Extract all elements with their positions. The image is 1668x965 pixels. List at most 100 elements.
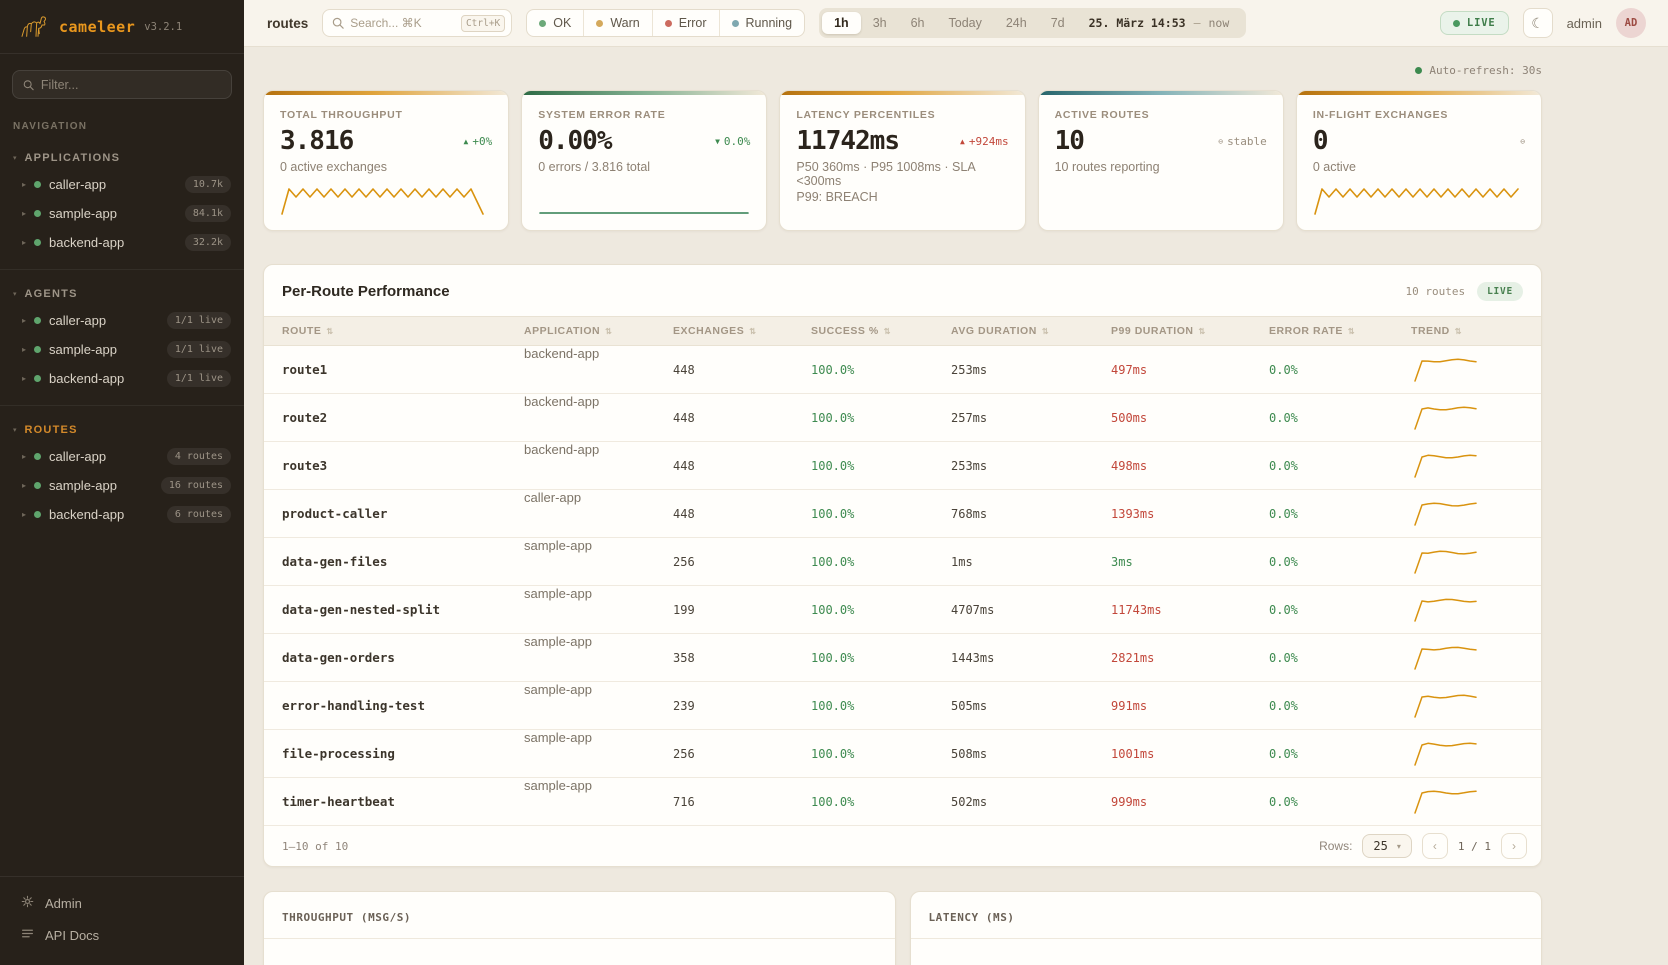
column-header-trend[interactable]: TREND⇅	[1411, 325, 1541, 337]
table-row-product-caller[interactable]: product-callercaller-app448100.0%768ms13…	[264, 490, 1541, 538]
sidebar-item-agents-sample-app[interactable]: ▸sample-app1/1 live	[0, 335, 244, 364]
table-row-data-gen-files[interactable]: data-gen-filessample-app256100.0%1ms3ms0…	[264, 538, 1541, 586]
sidebar-footer-label: API Docs	[45, 928, 99, 943]
column-header-success[interactable]: SUCCESS %⇅	[811, 325, 951, 337]
kpi-subtitle: P50 360ms · P95 1008ms · SLA <300ms	[796, 160, 1008, 188]
kpi-delta-text: +0%	[472, 135, 492, 148]
time-range-3h[interactable]: 3h	[861, 12, 899, 34]
time-range-6h[interactable]: 6h	[899, 12, 937, 34]
status-dot-icon	[34, 210, 41, 217]
sidebar-item-admin[interactable]: Admin	[0, 887, 244, 919]
cell-p99-duration: 991ms	[1111, 699, 1269, 713]
cell-avg-duration: 768ms	[951, 507, 1111, 521]
cell-success: 100.0%	[811, 555, 951, 569]
sidebar-item-label: backend-app	[49, 235, 177, 250]
cell-p99-duration: 500ms	[1111, 411, 1269, 425]
cell-application: sample-app	[524, 730, 673, 777]
status-filter-error[interactable]: Error	[653, 10, 720, 36]
card-accent-bar	[1039, 91, 1283, 95]
cell-application: caller-app	[524, 490, 673, 537]
cell-p99-duration: 498ms	[1111, 459, 1269, 473]
chevron-right-icon: ▸	[22, 481, 26, 490]
table-row-file-processing[interactable]: file-processingsample-app256100.0%508ms1…	[264, 730, 1541, 778]
delta-stable-icon: ⊖	[1520, 137, 1525, 146]
time-range-today[interactable]: Today	[937, 12, 994, 34]
status-dot-icon	[732, 20, 739, 27]
status-dot-icon	[665, 20, 672, 27]
table-row-data-gen-nested-split[interactable]: data-gen-nested-splitsample-app199100.0%…	[264, 586, 1541, 634]
content: Auto-refresh: 30s TOTAL THROUGHPUT3.816▲…	[244, 47, 1668, 965]
status-filter-warn[interactable]: Warn	[584, 10, 652, 36]
live-toggle[interactable]: LIVE	[1440, 11, 1509, 35]
sidebar-item-agents-backend-app[interactable]: ▸backend-app1/1 live	[0, 364, 244, 393]
sidebar-section-applications: ▾APPLICATIONS▸caller-app10.7k▸sample-app…	[0, 146, 244, 270]
main-area: routes Ctrl+K OKWarnErrorRunning 1h3h6hT…	[244, 0, 1668, 965]
status-dot-icon	[34, 346, 41, 353]
prev-page-button[interactable]: ‹	[1422, 833, 1448, 859]
kpi-title: TOTAL THROUGHPUT	[280, 109, 492, 121]
kpi-value: 0	[1313, 126, 1328, 156]
table-row-data-gen-orders[interactable]: data-gen-orderssample-app358100.0%1443ms…	[264, 634, 1541, 682]
sidebar-item-applications-sample-app[interactable]: ▸sample-app84.1k	[0, 199, 244, 228]
column-header-route[interactable]: ROUTE⇅	[282, 325, 524, 337]
kpi-subtitle: 10 routes reporting	[1055, 160, 1267, 174]
search-input[interactable]	[350, 16, 455, 30]
trend-sparkline-icon	[1411, 691, 1487, 721]
cell-error-rate: 0.0%	[1269, 795, 1411, 809]
cell-route: product-caller	[282, 506, 524, 521]
table-row-error-handling-test[interactable]: error-handling-testsample-app239100.0%50…	[264, 682, 1541, 730]
avatar[interactable]: AD	[1616, 8, 1646, 38]
auto-refresh-dot-icon	[1415, 67, 1422, 74]
sidebar-item-applications-backend-app[interactable]: ▸backend-app32.2k	[0, 228, 244, 257]
sidebar-item-label: caller-app	[49, 449, 159, 464]
column-header-error-rate[interactable]: ERROR RATE⇅	[1269, 325, 1411, 337]
chevron-right-icon: ▸	[22, 316, 26, 325]
column-header-application[interactable]: APPLICATION⇅	[524, 325, 673, 337]
status-filter-running[interactable]: Running	[720, 10, 805, 36]
table-row-timer-heartbeat[interactable]: timer-heartbeatsample-app716100.0%502ms9…	[264, 778, 1541, 826]
kpi-subtitle-2: P99: BREACH	[796, 190, 1008, 204]
table-row-route2[interactable]: route2backend-app448100.0%257ms500ms0.0%	[264, 394, 1541, 442]
column-header-exchanges[interactable]: EXCHANGES⇅	[673, 325, 811, 337]
date-range-to: now	[1209, 16, 1230, 30]
sidebar-section-header-routes[interactable]: ▾ROUTES	[0, 418, 244, 442]
table-row-route1[interactable]: route1backend-app448100.0%253ms497ms0.0%	[264, 346, 1541, 394]
theme-toggle-moon-icon[interactable]: ☾	[1523, 8, 1553, 38]
table-row-route3[interactable]: route3backend-app448100.0%253ms498ms0.0%	[264, 442, 1541, 490]
sidebar-filter[interactable]	[12, 70, 232, 99]
sort-icon: ⇅	[1042, 327, 1049, 336]
cell-route: data-gen-files	[282, 554, 524, 569]
column-header-avg-duration[interactable]: AVG DURATION ⇅	[951, 325, 1111, 337]
sidebar-item-routes-caller-app[interactable]: ▸caller-app4 routes	[0, 442, 244, 471]
status-filter-label: Running	[746, 16, 793, 30]
sidebar-item-api-docs[interactable]: API Docs	[0, 919, 244, 951]
chart-title: THROUGHPUT (MSG/S)	[264, 892, 895, 939]
filter-input[interactable]	[41, 78, 221, 92]
sidebar-item-applications-caller-app[interactable]: ▸caller-app10.7k	[0, 170, 244, 199]
sidebar-item-agents-caller-app[interactable]: ▸caller-app1/1 live	[0, 306, 244, 335]
cell-p99-duration: 3ms	[1111, 555, 1269, 569]
section-label: ROUTES	[25, 424, 78, 436]
kpi-value: 10	[1055, 126, 1084, 156]
sidebar-section-header-agents[interactable]: ▾AGENTS	[0, 282, 244, 306]
time-range-24h[interactable]: 24h	[994, 12, 1039, 34]
cell-exchanges: 256	[673, 555, 811, 569]
rows-per-page-select[interactable]: 25 ▾	[1362, 834, 1411, 858]
time-range-1h[interactable]: 1h	[822, 12, 861, 34]
next-page-button[interactable]: ›	[1501, 833, 1527, 859]
sidebar-item-routes-sample-app[interactable]: ▸sample-app16 routes	[0, 471, 244, 500]
sidebar-item-routes-backend-app[interactable]: ▸backend-app6 routes	[0, 500, 244, 529]
time-range-7d[interactable]: 7d	[1039, 12, 1077, 34]
sidebar-section-header-applications[interactable]: ▾APPLICATIONS	[0, 146, 244, 170]
trend-sparkline-icon	[1411, 355, 1487, 385]
search-box[interactable]: Ctrl+K	[322, 9, 512, 37]
cell-exchanges: 199	[673, 603, 811, 617]
kpi-title: LATENCY PERCENTILES	[796, 109, 1008, 121]
status-filter-ok[interactable]: OK	[527, 10, 584, 36]
column-label: AVG DURATION	[951, 325, 1037, 337]
kpi-value: 3.816	[280, 126, 353, 156]
column-header-p99-duration[interactable]: P99 DURATION⇅	[1111, 325, 1269, 337]
delta-up-icon: ▲	[464, 137, 469, 146]
trend-sparkline-icon	[1411, 643, 1487, 673]
user-menu[interactable]: admin	[1567, 16, 1602, 31]
